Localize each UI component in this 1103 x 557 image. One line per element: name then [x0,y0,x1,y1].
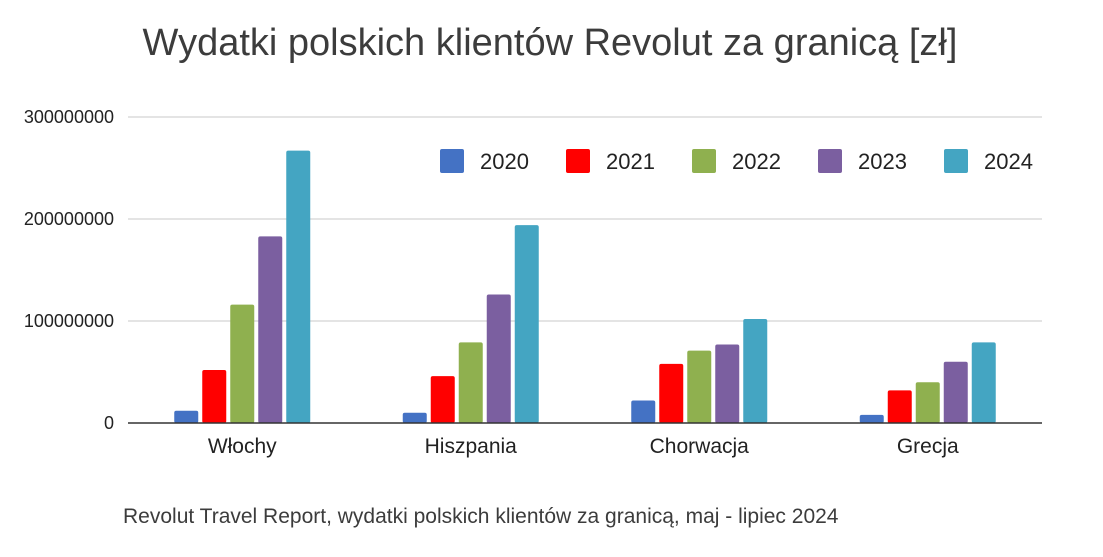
legend-swatch-2022 [692,149,716,173]
bar-2022-2 [687,350,712,423]
bar-2021-1 [430,376,455,423]
legend-label: 2021 [606,149,655,174]
bars [174,150,996,423]
y-tick-label: 300000000 [24,107,114,127]
y-tick-label: 100000000 [24,311,114,331]
bar-2022-3 [915,382,940,423]
bar-2023-2 [715,344,740,423]
bar-2023-0 [258,236,283,423]
bar-2020-0 [174,410,199,423]
legend-swatch-2021 [566,149,590,173]
legend-swatch-2023 [818,149,842,173]
legend: 2020 2021 2022 2023 2024 [440,149,1033,174]
x-category-label: Hiszpania [425,435,518,458]
legend-label: 2024 [984,149,1033,174]
bar-2021-2 [659,363,684,423]
legend-swatch-2020 [440,149,464,173]
bar-2024-1 [514,225,539,423]
legend-swatch-2024 [944,149,968,173]
bar-2022-1 [458,342,483,423]
bar-2020-2 [631,400,656,423]
x-category-label: Grecja [897,435,959,458]
bar-2024-2 [743,318,768,423]
legend-label: 2020 [480,149,529,174]
bar-2021-0 [202,369,227,423]
legend-label: 2022 [732,149,781,174]
chart-caption: Revolut Travel Report, wydatki polskich … [123,505,839,528]
bar-2023-1 [486,294,511,423]
bar-2023-3 [943,361,968,423]
bar-2022-0 [230,304,255,423]
bar-2024-0 [286,150,311,423]
y-tick-label: 200000000 [24,209,114,229]
y-tick-label: 0 [104,413,114,433]
legend-label: 2023 [858,149,907,174]
x-axis-categories: Włochy Hiszpania Chorwacja Grecja [208,435,959,458]
bar-2021-3 [887,390,912,423]
bar-2020-1 [402,412,427,423]
x-category-label: Włochy [208,435,277,458]
x-category-label: Chorwacja [650,435,750,458]
y-axis-ticks: 0 100000000 200000000 300000000 [24,107,114,433]
bar-2020-3 [859,414,884,423]
bar-2024-3 [971,342,996,423]
chart-title: Wydatki polskich klientów Revolut za gra… [143,22,958,64]
